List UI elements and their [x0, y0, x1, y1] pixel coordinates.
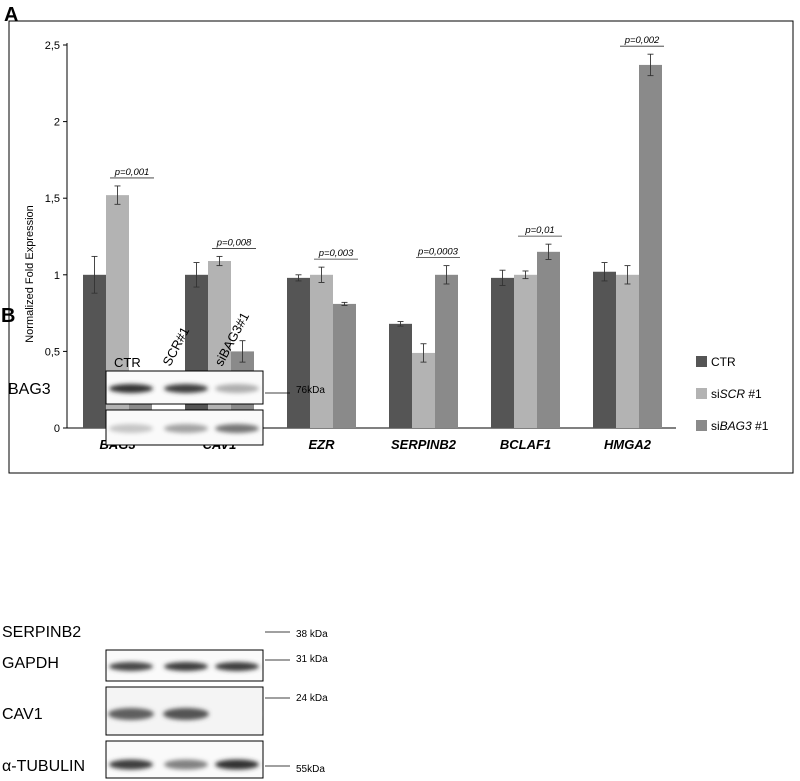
- blot-marker-label: 31 kDa: [296, 654, 328, 665]
- p-values: p=0,001 p=0,008 p=0,003 p=0,0003 p=0,01 p=0,0…: [110, 35, 664, 260]
- bar: [537, 251, 560, 428]
- bar: [287, 277, 310, 428]
- blot-band: [109, 759, 153, 770]
- legend-swatch: [696, 388, 707, 399]
- bar: [310, 274, 333, 428]
- legend-swatch: [696, 356, 707, 367]
- y-tick-label: 0,5: [45, 346, 60, 358]
- pvalue-label: p=0,01: [524, 225, 554, 236]
- legend-entry: CTR: [711, 355, 736, 369]
- blot-band: [215, 759, 259, 770]
- blot-band: [164, 384, 208, 393]
- blot-marker-label: 38 kDa: [296, 629, 328, 640]
- legend: CTR siSCR #1 siBAG3 #1: [696, 355, 769, 433]
- lane-label: CTR: [114, 355, 141, 370]
- pvalue-label: p=0,0003: [417, 247, 459, 258]
- bar: [639, 64, 662, 428]
- blot-band: [215, 424, 259, 433]
- bar: [616, 274, 639, 428]
- bar: [83, 274, 106, 428]
- blot-row: GAPDH 31 kDa: [2, 649, 328, 682]
- blot-band: [164, 424, 208, 433]
- category-label: SERPINB2: [391, 437, 457, 452]
- bar: [514, 274, 537, 428]
- blot-row: BAG3 76kDa: [8, 370, 325, 405]
- y-tick-label: 2: [54, 117, 60, 129]
- bar: [106, 195, 129, 428]
- category-label: BCLAF1: [500, 437, 551, 452]
- blot-protein-label: CAV1: [2, 706, 43, 723]
- y-axis-label: Normalized Fold Expression: [24, 205, 36, 343]
- y-tick-label: 0: [54, 423, 60, 435]
- bar-chart: 00,511,522,5 Normalized Fold Expression …: [24, 35, 769, 452]
- legend-entry: siSCR #1: [711, 387, 762, 401]
- blot-band: [164, 759, 208, 770]
- blot-band: [108, 708, 154, 720]
- bar: [435, 274, 458, 428]
- pvalue-label: p=0,008: [216, 237, 252, 248]
- blot-band: [164, 662, 208, 671]
- blot-protein-label: SERPINB2: [2, 624, 81, 641]
- blot-marker-label: 76kDa: [296, 385, 325, 396]
- y-tick-label: 2,5: [45, 40, 60, 52]
- blot-band: [109, 384, 153, 393]
- y-tick-label: 1: [54, 270, 60, 282]
- blot-band: [215, 384, 259, 393]
- bar: [491, 277, 514, 428]
- blot-row: SERPINB2 38 kDa: [2, 409, 328, 641]
- blot-marker-label: 24 kDa: [296, 693, 328, 704]
- blot-row: CAV1 24 kDa: [2, 686, 328, 736]
- blot-band: [215, 662, 259, 671]
- blot-protein-label: BAG3: [8, 381, 51, 398]
- panel-a-frame: [8, 20, 794, 474]
- blot-band: [109, 662, 153, 671]
- pvalue-label: p=0,003: [318, 248, 354, 259]
- blot-band: [214, 708, 260, 720]
- blot-protein-label: GAPDH: [2, 655, 59, 672]
- blot-marker-label: 55kDa: [296, 764, 325, 775]
- category-label: EZR: [309, 437, 336, 452]
- bar: [185, 274, 208, 428]
- blot-row: α-TUBULIN 55kDa: [2, 740, 325, 779]
- pvalue-label: p=0,002: [624, 35, 660, 46]
- pvalue-label: p=0,001: [114, 167, 150, 178]
- blot-box: [105, 740, 264, 779]
- bar: [389, 323, 412, 428]
- blot-protein-label: α-TUBULIN: [2, 758, 85, 775]
- legend-swatch: [696, 420, 707, 431]
- bar: [412, 352, 435, 428]
- bar: [593, 271, 616, 428]
- bar: [333, 303, 356, 428]
- blot-band: [163, 708, 209, 720]
- y-tick-label: 1,5: [45, 193, 60, 205]
- panel-a-label: A: [4, 4, 18, 26]
- blot-band: [109, 424, 153, 433]
- category-label: HMGA2: [604, 437, 652, 452]
- panel-b-label: B: [1, 305, 15, 327]
- bars: [83, 53, 662, 428]
- legend-entry: siBAG3 #1: [711, 419, 769, 433]
